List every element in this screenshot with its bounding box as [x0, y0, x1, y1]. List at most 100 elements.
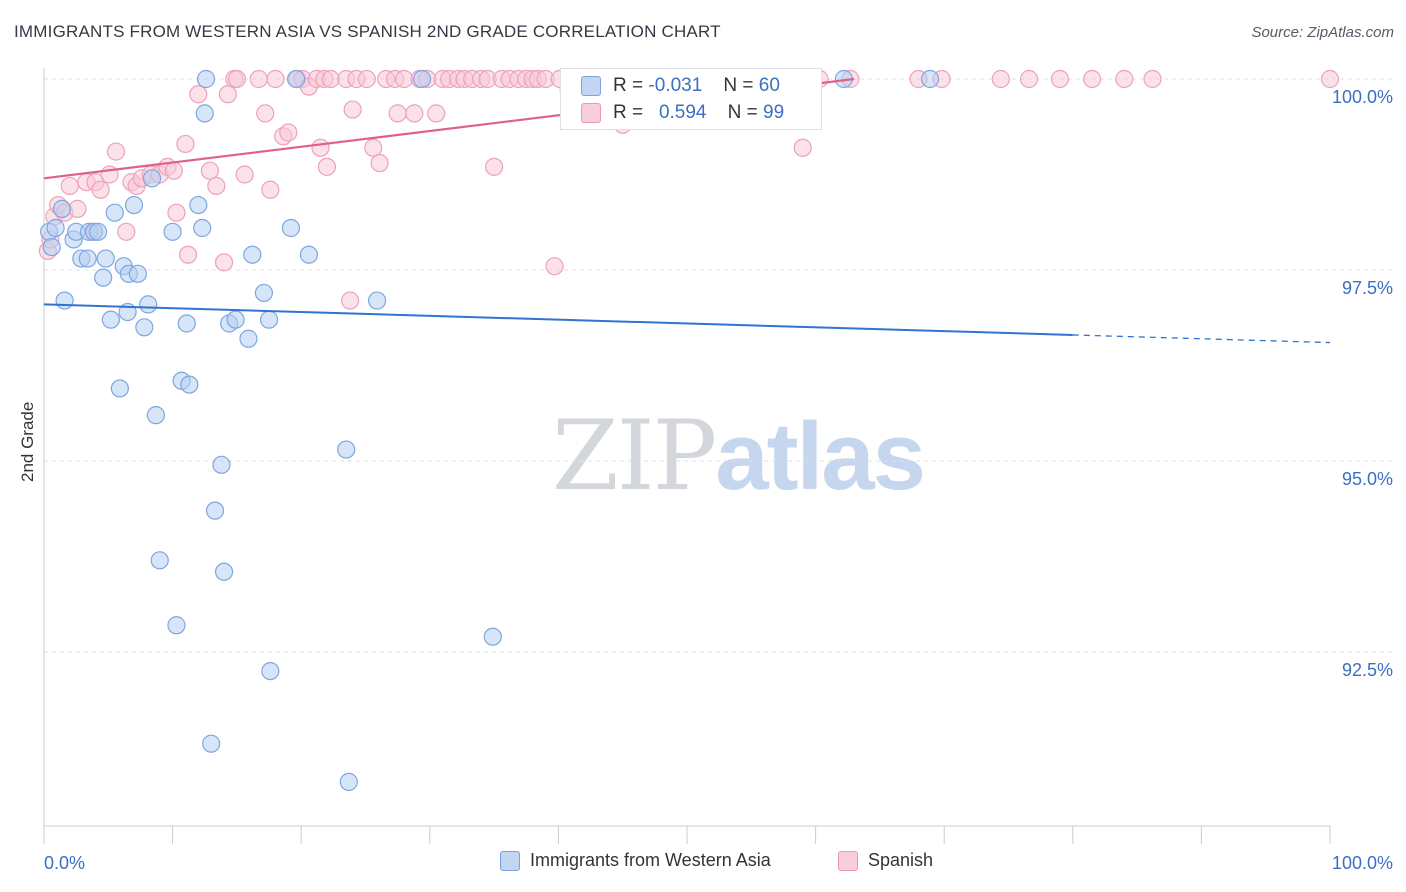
point-western-asia — [412, 69, 432, 89]
point-western-asia — [78, 249, 97, 268]
point-spanish — [279, 123, 298, 142]
point-spanish — [218, 85, 237, 104]
point-western-asia — [167, 616, 186, 635]
point-western-asia — [286, 69, 306, 89]
watermark-atlas: atlas — [715, 403, 926, 510]
point-western-asia — [96, 249, 115, 268]
point-spanish — [189, 85, 208, 104]
stats-r-value: 0.594 — [658, 102, 707, 123]
stats-row-spanish: R = 0.594 N = 99 — [581, 99, 784, 127]
point-western-asia — [177, 314, 196, 333]
point-western-asia — [202, 734, 221, 753]
x-tick-label-max: 100.0% — [1332, 853, 1393, 873]
point-spanish — [178, 245, 198, 264]
point-western-asia — [180, 375, 199, 394]
stats-box: R = -0.031 N = 60 R = 0.594 N = 99 — [560, 68, 822, 130]
point-spanish — [1050, 69, 1070, 89]
stats-n-label: N = — [723, 75, 754, 96]
legend-item-spanish[interactable]: Spanish — [838, 850, 933, 871]
legend-item-western-asia[interactable]: Immigrants from Western Asia — [500, 850, 771, 871]
point-western-asia — [139, 295, 158, 314]
point-spanish — [357, 69, 376, 89]
trend-line-western-asia-extension — [1072, 334, 1331, 344]
point-spanish — [394, 69, 414, 89]
point-spanish — [256, 104, 275, 123]
point-spanish — [388, 104, 407, 123]
point-spanish — [261, 180, 280, 199]
point-western-asia — [239, 329, 258, 348]
point-western-asia — [339, 772, 358, 791]
point-western-asia — [196, 69, 216, 89]
point-spanish — [321, 69, 340, 89]
legend-label-spanish: Spanish — [868, 850, 934, 870]
point-spanish — [91, 180, 110, 199]
axes — [43, 68, 1331, 844]
point-spanish — [1115, 69, 1134, 89]
point-western-asia — [254, 283, 274, 303]
point-spanish — [68, 199, 87, 218]
point-western-asia — [101, 310, 120, 329]
y-tick-label: 97.5% — [1342, 278, 1393, 298]
stats-r-label: R = — [613, 102, 644, 123]
point-western-asia — [214, 562, 234, 581]
point-spanish — [370, 153, 389, 173]
point-spanish — [117, 222, 136, 241]
point-western-asia — [46, 218, 65, 238]
chart-source: Source: ZipAtlas.com — [1251, 24, 1394, 41]
stats-row-western-asia: R = -0.031 N = 60 — [581, 72, 780, 100]
point-western-asia — [226, 310, 245, 329]
point-spanish — [266, 69, 285, 89]
point-western-asia — [299, 245, 319, 264]
point-western-asia — [110, 379, 129, 398]
point-western-asia — [281, 218, 301, 238]
point-spanish — [991, 69, 1010, 89]
point-spanish — [485, 157, 504, 176]
y-tick-label: 95.0% — [1342, 469, 1393, 489]
point-spanish — [249, 69, 268, 89]
point-spanish — [1143, 69, 1162, 89]
point-western-asia — [150, 551, 169, 570]
point-spanish — [343, 100, 362, 119]
watermark: ZIPatlas — [552, 400, 926, 512]
y-tick-label: 100.0% — [1332, 87, 1393, 107]
stats-r-value: -0.031 — [648, 75, 703, 96]
point-spanish — [106, 142, 126, 161]
point-spanish — [235, 165, 254, 184]
point-western-asia — [261, 661, 280, 681]
x-tick-label-min: 0.0% — [44, 853, 85, 873]
point-spanish — [176, 134, 195, 154]
point-spanish — [545, 257, 564, 276]
point-western-asia — [212, 455, 231, 474]
point-spanish — [164, 161, 183, 180]
point-western-asia — [193, 218, 212, 238]
point-spanish — [427, 104, 446, 123]
legend-swatch-western-asia — [500, 850, 520, 871]
legend: Immigrants from Western Asia Spanish — [0, 850, 1406, 880]
stats-n-label: N = — [727, 102, 758, 123]
stats-swatch-spanish — [581, 103, 601, 123]
watermark-zip: ZIP — [552, 400, 717, 512]
point-spanish — [1019, 69, 1039, 89]
point-spanish — [317, 157, 337, 176]
point-western-asia — [337, 440, 356, 459]
point-spanish — [364, 138, 383, 157]
chart-title: IMMIGRANTS FROM WESTERN ASIA VS SPANISH … — [14, 22, 721, 41]
point-western-asia — [55, 291, 74, 310]
point-western-asia — [124, 195, 144, 215]
point-spanish — [227, 69, 246, 89]
point-spanish — [340, 291, 360, 310]
gridlines — [44, 78, 1392, 653]
point-western-asia — [146, 406, 165, 425]
point-spanish — [311, 138, 330, 157]
point-spanish — [405, 104, 424, 123]
stats-r-label: R = — [613, 75, 644, 96]
point-western-asia — [52, 199, 72, 218]
point-western-asia — [142, 169, 162, 188]
tick-labels: 92.5% 95.0% 97.5% 100.0% 0.0% 100.0% — [44, 87, 1393, 873]
point-spanish — [214, 253, 234, 272]
point-spanish — [60, 176, 79, 196]
stats-n-value: 99 — [763, 102, 785, 123]
point-western-asia — [243, 245, 262, 264]
point-western-asia — [163, 222, 182, 241]
